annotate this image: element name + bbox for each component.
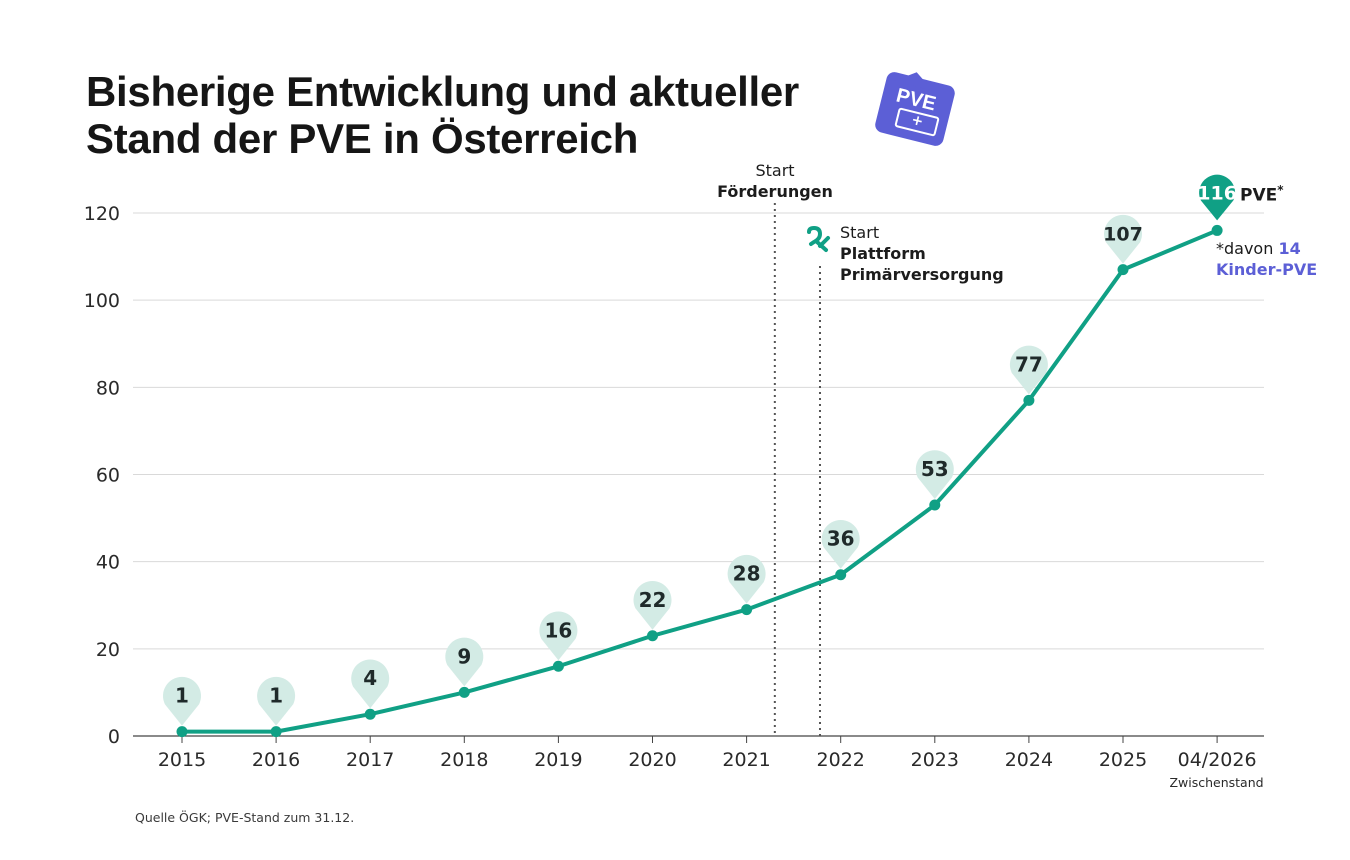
grid-lines: [133, 212, 1264, 737]
value-marker: [727, 554, 766, 604]
value-label: 53: [921, 457, 949, 481]
value-label: 1: [175, 684, 189, 708]
value-marker: [351, 659, 390, 709]
annotation-start-plattform: Start Plattform Primärversorgung: [840, 222, 1050, 285]
kinder-pve-note: *davon 14 Kinder-PVE: [1216, 238, 1317, 280]
series-line: [176, 224, 1223, 738]
last-category-sublabel: Zwischenstand: [1169, 775, 1264, 790]
value-label: 16: [544, 618, 572, 642]
kinder-label: Kinder-PVE: [1216, 260, 1318, 279]
x-tick-label: 2021: [722, 749, 770, 771]
value-label: 116: [1197, 182, 1237, 204]
y-tick-label: 120: [84, 203, 120, 225]
annotation-plattform-line2: Plattform: [840, 244, 926, 263]
title-line-1: Bisherige Entwicklung und aktueller: [86, 68, 799, 115]
y-tick-label: 60: [96, 465, 120, 487]
data-point: [647, 630, 658, 642]
plattform-logo-icon: [807, 226, 830, 252]
final-star: *: [1277, 183, 1284, 197]
x-tick-label: 2016: [252, 749, 300, 771]
data-point: [1023, 394, 1035, 406]
x-tick-label: 2023: [911, 749, 959, 771]
value-markers: 1 1 4 9 16 22 28 36 53 77 107 116: [163, 174, 1237, 726]
data-point: [364, 708, 376, 720]
x-tick-label: 04/2026: [1178, 749, 1257, 771]
value-label: 107: [1103, 224, 1143, 246]
value-marker: [539, 611, 578, 661]
annotation-plattform-line1: Start: [840, 223, 880, 242]
y-tick-label: 0: [108, 726, 120, 748]
data-point: [929, 499, 941, 511]
x-tick-label: 2017: [346, 749, 394, 771]
kinder-prefix: *davon: [1216, 239, 1279, 258]
value-label: 22: [639, 588, 667, 612]
data-point: [835, 569, 847, 581]
value-marker: [257, 676, 296, 726]
value-label: 4: [363, 666, 377, 690]
value-marker: [1009, 345, 1048, 395]
data-point: [270, 726, 282, 738]
value-label: 36: [827, 527, 855, 551]
value-marker: [1104, 214, 1142, 264]
y-tick-label: 100: [84, 290, 120, 312]
annotation-start-foerderungen: Start Förderungen: [700, 160, 850, 202]
value-marker: [163, 676, 202, 726]
final-value-suffix: PVE*: [1240, 183, 1284, 206]
x-tick-label: 2025: [1099, 749, 1147, 771]
axes: 0 20 40 60 80 100 120 2015 2016 2017 2018 2019 2020 2…: [84, 203, 1257, 771]
x-tick-label: 2024: [1005, 749, 1053, 771]
y-tick-label: 40: [96, 552, 120, 574]
title-line-2: Stand der PVE in Österreich: [86, 115, 639, 162]
value-label: 9: [457, 644, 471, 668]
kinder-number: 14: [1278, 239, 1301, 258]
source-note: Quelle ÖGK; PVE-Stand zum 31.12.: [135, 810, 355, 825]
value-marker: [821, 520, 860, 569]
value-marker: [633, 581, 672, 630]
value-label: 77: [1015, 352, 1043, 376]
annotation-foerderungen-line1: Start: [755, 161, 795, 180]
x-tick-label: 2020: [628, 749, 676, 771]
chart-title: Bisherige Entwicklung und aktueller Stan…: [86, 68, 886, 162]
data-point: [741, 604, 753, 616]
annotation-plattform-line3: Primärversorgung: [840, 265, 1004, 284]
value-label: 1: [269, 684, 283, 708]
data-point: [458, 686, 470, 698]
series-line-path: [180, 228, 1220, 734]
x-tick-label: 2019: [534, 749, 582, 771]
data-point: [1211, 224, 1223, 236]
value-marker: [445, 637, 484, 687]
x-tick-label: 2022: [817, 749, 865, 771]
annotation-foerderungen-line2: Förderungen: [717, 182, 833, 201]
data-point: [176, 726, 188, 738]
final-value-marker: [1199, 174, 1236, 221]
y-tick-label: 80: [96, 377, 120, 399]
value-marker: [915, 450, 954, 500]
y-tick-label: 20: [96, 639, 120, 661]
final-suffix-text: PVE: [1240, 185, 1278, 206]
value-label: 28: [733, 562, 761, 586]
data-point: [1117, 264, 1129, 276]
milestone-lines: [773, 203, 821, 736]
x-tick-label: 2015: [158, 749, 206, 771]
data-point: [552, 660, 564, 672]
x-tick-label: 2018: [440, 749, 488, 771]
